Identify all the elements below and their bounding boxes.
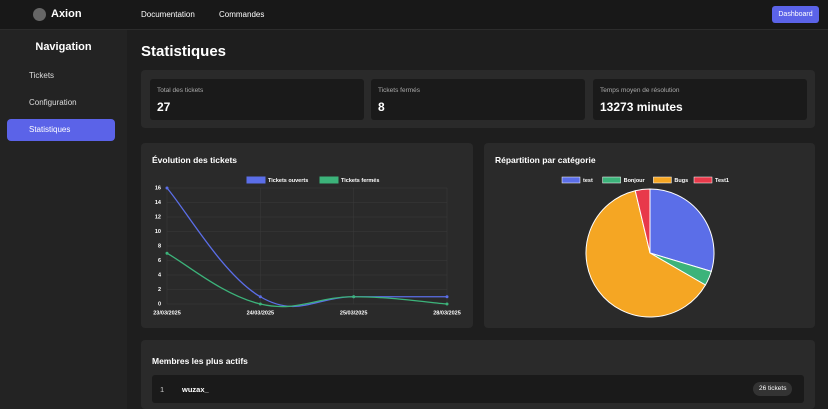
data-point xyxy=(258,295,262,299)
y-tick-label: 4 xyxy=(158,272,162,278)
member-row: 1 wuzax_ 26 tickets xyxy=(152,375,804,403)
y-tick-label: 0 xyxy=(158,301,161,307)
header: Axion Documentation Commandes Dashboard xyxy=(0,0,828,30)
data-point xyxy=(352,295,356,299)
line-chart: 0 2 4 6 8 10 12 14 16 23/03/2025 24/03/2025 25/03/2… xyxy=(153,176,461,316)
y-tick-label: 16 xyxy=(155,185,161,191)
legend-swatch xyxy=(653,176,672,184)
member-count: 26 tickets xyxy=(753,382,793,396)
legend-label: Tickets ouverts xyxy=(268,178,308,184)
member-rank: 1 xyxy=(160,385,165,394)
nav-link[interactable]: Documentation xyxy=(141,10,195,19)
brand[interactable]: Axion xyxy=(51,8,82,20)
stat-label: Total des tickets xyxy=(157,87,204,94)
members-title: Membres les plus actifs xyxy=(152,356,248,366)
legend-label: Bonjour xyxy=(624,178,646,184)
sidebar-title: Navigation xyxy=(35,41,92,53)
stat-label: Tickets fermés xyxy=(378,87,421,94)
sidebar-item[interactable]: Configuration xyxy=(29,98,77,107)
y-tick-label: 2 xyxy=(158,287,161,293)
pie-slice xyxy=(585,190,707,318)
stat-card: Temps moyen de résolution 13273 minutes xyxy=(593,79,807,120)
legend-label: test xyxy=(583,178,593,184)
stat-value: 8 xyxy=(378,100,385,114)
pie-slice xyxy=(634,188,651,254)
legend-swatch xyxy=(319,176,339,184)
dashboard-button[interactable]: Dashboard xyxy=(772,6,819,23)
pie-slice xyxy=(649,188,715,272)
y-tick-label: 6 xyxy=(158,258,161,264)
y-tick-label: 10 xyxy=(155,229,161,235)
legend-swatch xyxy=(693,176,713,184)
x-tick-label: 24/03/2025 xyxy=(247,310,275,316)
x-tick-label: 28/03/2025 xyxy=(433,310,461,316)
legend-label: Tickets fermés xyxy=(341,178,379,184)
legend-swatch xyxy=(561,176,581,184)
y-tick-label: 14 xyxy=(155,200,162,206)
line-series xyxy=(166,252,448,308)
pie-chart: test Bonjour Bugs Test1 xyxy=(561,176,729,318)
sidebar-item[interactable]: Tickets xyxy=(29,71,55,80)
sidebar: Navigation Tickets Configuration Statist… xyxy=(0,30,127,409)
legend-label: Bugs xyxy=(674,178,688,184)
legend-swatch xyxy=(602,176,621,184)
stat-card: Tickets fermés 8 xyxy=(371,79,585,120)
members-card: Membres les plus actifs 1 wuzax_ 26 tick… xyxy=(141,340,815,409)
nav-link[interactable]: Commandes xyxy=(219,10,265,19)
y-tick-label: 12 xyxy=(155,214,161,220)
stat-card: Total des tickets 27 xyxy=(150,79,364,120)
legend-label: Test1 xyxy=(715,178,729,184)
line-card: Évolution des tickets 0 2 4 6 8 10 12 14 16 23/03… xyxy=(141,143,473,328)
chart-title: Répartition par catégorie xyxy=(495,155,596,165)
stats-panel: Total des tickets 27 Tickets fermés 8 Temp… xyxy=(141,70,815,128)
data-point xyxy=(445,302,449,306)
stat-label: Temps moyen de résolution xyxy=(600,87,680,94)
data-point xyxy=(165,186,169,190)
legend-swatch xyxy=(246,176,266,184)
sidebar-item[interactable]: Statistiques xyxy=(7,119,115,141)
data-point xyxy=(445,295,449,299)
line-series xyxy=(166,187,447,308)
stat-value: 27 xyxy=(157,100,171,114)
page-title: Statistiques xyxy=(141,43,227,60)
data-point xyxy=(165,251,169,255)
logo xyxy=(33,8,46,21)
x-tick-label: 23/03/2025 xyxy=(153,310,181,316)
pie-card: Répartition par catégorie test Bonjour Bug… xyxy=(484,143,815,328)
data-point xyxy=(258,302,262,306)
chart-title: Évolution des tickets xyxy=(152,155,238,165)
stat-value: 13273 minutes xyxy=(600,100,683,114)
y-tick-label: 8 xyxy=(158,243,161,249)
member-name: wuzax_ xyxy=(182,385,209,394)
x-tick-label: 25/03/2025 xyxy=(340,310,368,316)
